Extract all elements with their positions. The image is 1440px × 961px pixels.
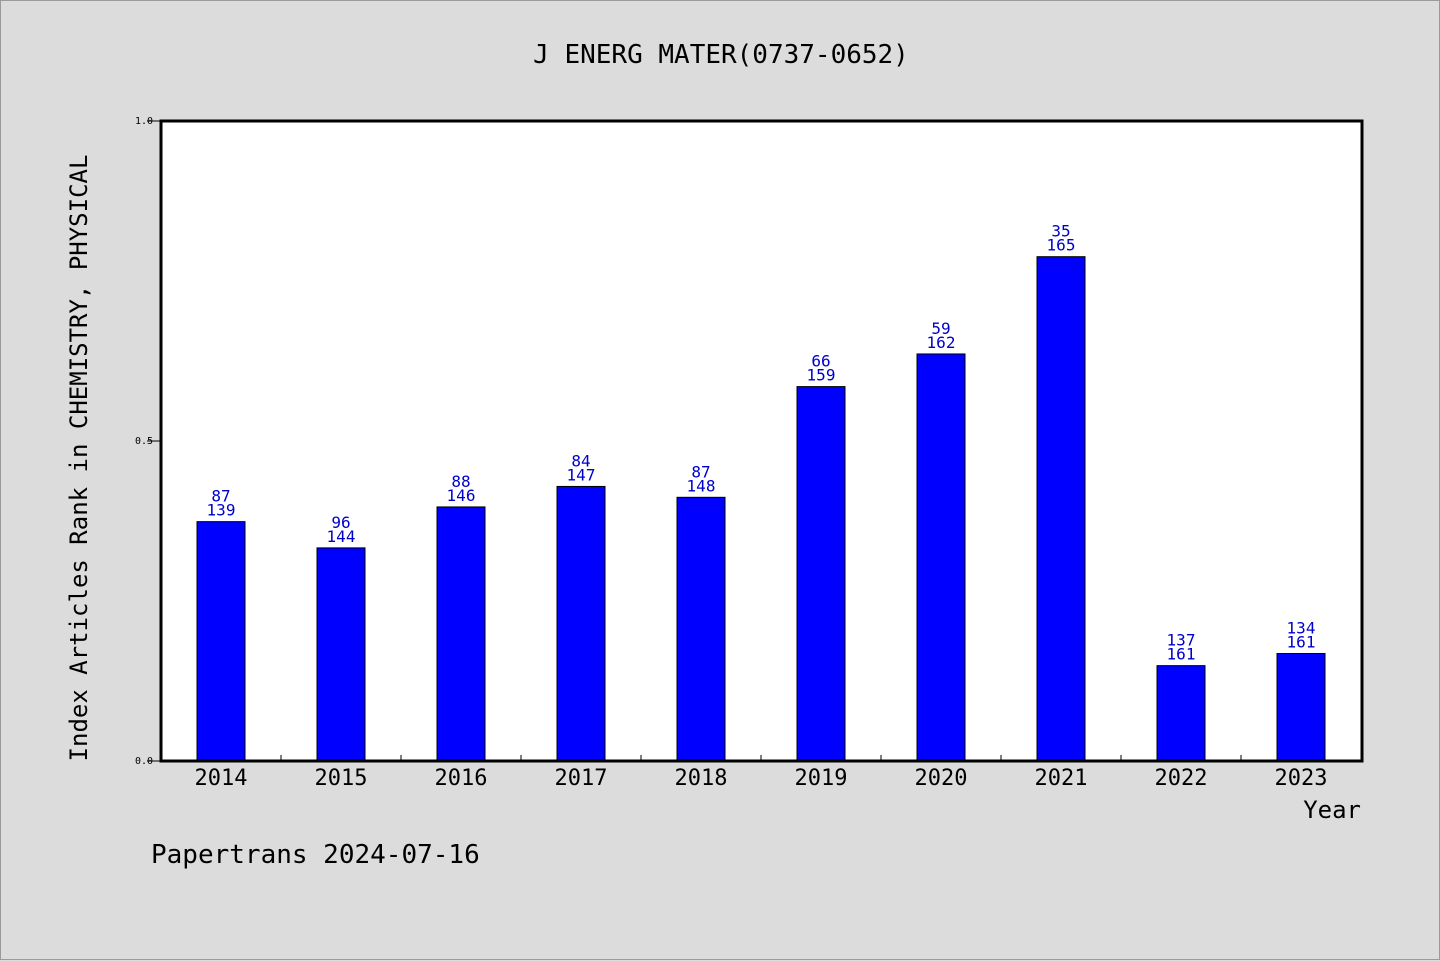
footer-credit: Papertrans 2024-07-16 — [151, 840, 480, 870]
data-label-rank: 87 — [691, 462, 710, 481]
bar-2017 — [556, 485, 606, 762]
y-tick-label: 0.5 — [135, 436, 153, 447]
y-tick-label: 0.0 — [135, 756, 153, 767]
x-tick-label: 2023 — [1275, 766, 1328, 791]
data-label-rank: 59 — [931, 319, 950, 338]
x-axis-label: Year — [1303, 796, 1361, 824]
x-tick-label: 2018 — [675, 766, 728, 791]
x-tick-label: 2020 — [915, 766, 968, 791]
x-tick-label: 2019 — [795, 766, 848, 791]
data-label-total: 147 — [567, 465, 596, 484]
axis-ticks: 0.0 0.5 1.0 2014 2015 2016 2017 2018 2019 2020 202… — [135, 116, 1328, 791]
data-label-rank: 35 — [1051, 222, 1070, 241]
bar-2023 — [1276, 652, 1326, 762]
chart-title: J ENERG MATER(0737-0652) — [533, 40, 909, 70]
bar-2015 — [316, 547, 366, 762]
data-label-rank: 87 — [211, 487, 230, 506]
plot-frame — [159, 119, 1364, 763]
data-label-rank: 84 — [571, 451, 590, 470]
data-label-rank: 137 — [1167, 631, 1196, 650]
bar-2019 — [796, 386, 846, 762]
data-label-rank: 88 — [451, 472, 470, 491]
bar-2018 — [676, 496, 726, 762]
data-label-total: 162 — [927, 333, 956, 352]
bar-2022 — [1156, 665, 1206, 762]
data-label-rank: 96 — [331, 513, 350, 532]
data-label-rank: 134 — [1287, 618, 1316, 637]
data-label-total: 148 — [687, 476, 716, 495]
y-tick-label: 1.0 — [135, 116, 153, 127]
data-label-total: 139 — [207, 501, 236, 520]
bar-2020 — [916, 353, 966, 762]
data-label-total: 144 — [327, 527, 356, 546]
data-label-rank: 66 — [811, 352, 830, 371]
bar-2014 — [196, 521, 246, 762]
x-tick-label: 2015 — [315, 766, 368, 791]
y-axis-label: Index Articles Rank in CHEMISTRY, PHYSIC… — [65, 155, 93, 762]
data-label-total: 161 — [1287, 632, 1316, 651]
x-tick-label: 2016 — [435, 766, 488, 791]
data-label-total: 161 — [1167, 645, 1196, 664]
x-tick-label: 2022 — [1155, 766, 1208, 791]
data-label-total: 146 — [447, 486, 476, 505]
bars — [196, 256, 1326, 762]
x-tick-label: 2014 — [195, 766, 248, 791]
data-label-total: 159 — [807, 366, 836, 385]
data-label-total: 165 — [1047, 236, 1076, 255]
x-tick-label: 2021 — [1035, 766, 1088, 791]
x-tick-label: 2017 — [555, 766, 608, 791]
bar-2016 — [436, 506, 486, 762]
bar-2021 — [1036, 256, 1086, 762]
